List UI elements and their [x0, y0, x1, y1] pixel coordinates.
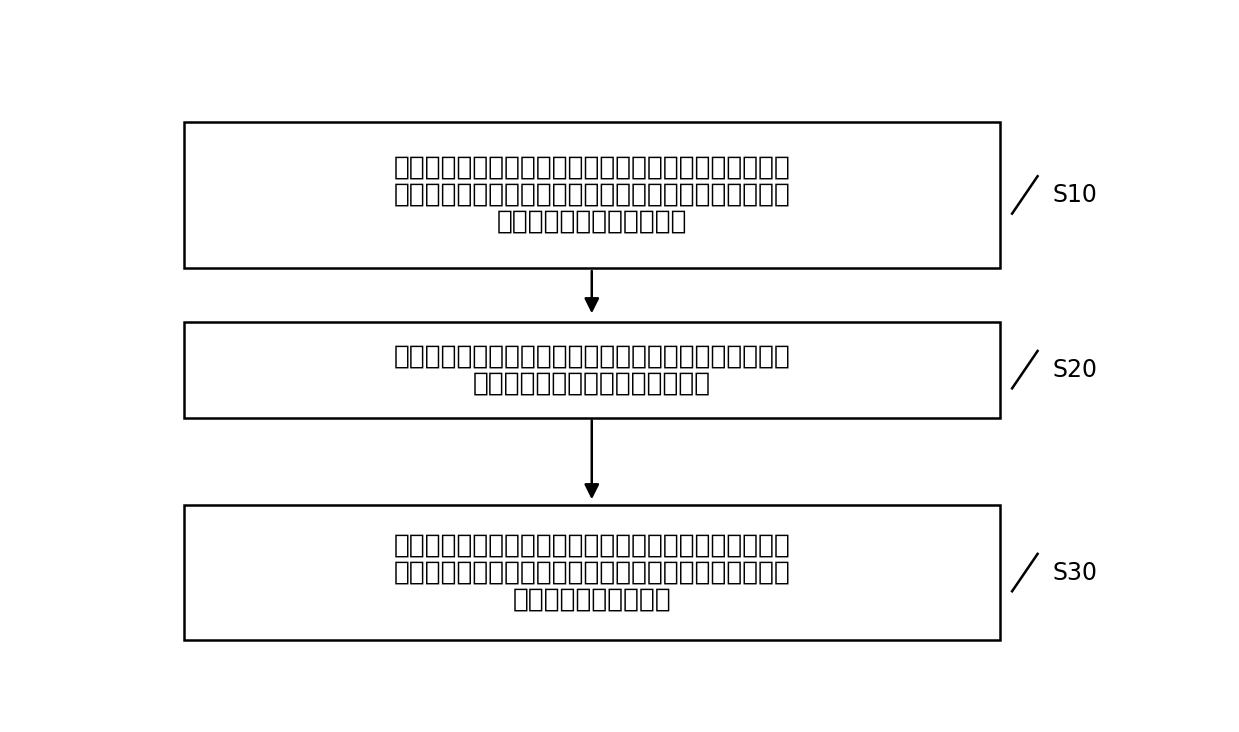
- Text: 信号及内部物理量关系建立网侧变流器模型、锁相环模型: 信号及内部物理量关系建立网侧变流器模型、锁相环模型: [393, 182, 790, 208]
- Text: S10: S10: [1053, 183, 1098, 207]
- Text: 根据所述网侧变流器模型、锁相环模型以及网侧变流器控: 根据所述网侧变流器模型、锁相环模型以及网侧变流器控: [393, 343, 790, 369]
- Text: 根据所述次同步谐振频率预测模型预测风电场的谐振频率: 根据所述次同步谐振频率预测模型预测风电场的谐振频率: [393, 532, 790, 559]
- Text: 采集风电场系统网侧变流器的输出信号，并根据所述输出: 采集风电场系统网侧变流器的输出信号，并根据所述输出: [393, 155, 790, 181]
- Text: 以及网侧变流器控制器模型: 以及网侧变流器控制器模型: [497, 209, 688, 235]
- Bar: [183, 122, 1000, 268]
- Text: S20: S20: [1053, 358, 1098, 381]
- Bar: [183, 505, 1000, 640]
- Text: 整，以抑制次同步谐振: 整，以抑制次同步谐振: [513, 586, 672, 613]
- Text: S30: S30: [1053, 561, 1098, 585]
- Text: 制器模型建立次同步谐振预测模型: 制器模型建立次同步谐振预测模型: [473, 370, 711, 396]
- Bar: [183, 322, 1000, 417]
- Text: 点，并根据预测到的谐振频率点对所述风电场系统进行调: 点，并根据预测到的谐振频率点对所述风电场系统进行调: [393, 559, 790, 586]
